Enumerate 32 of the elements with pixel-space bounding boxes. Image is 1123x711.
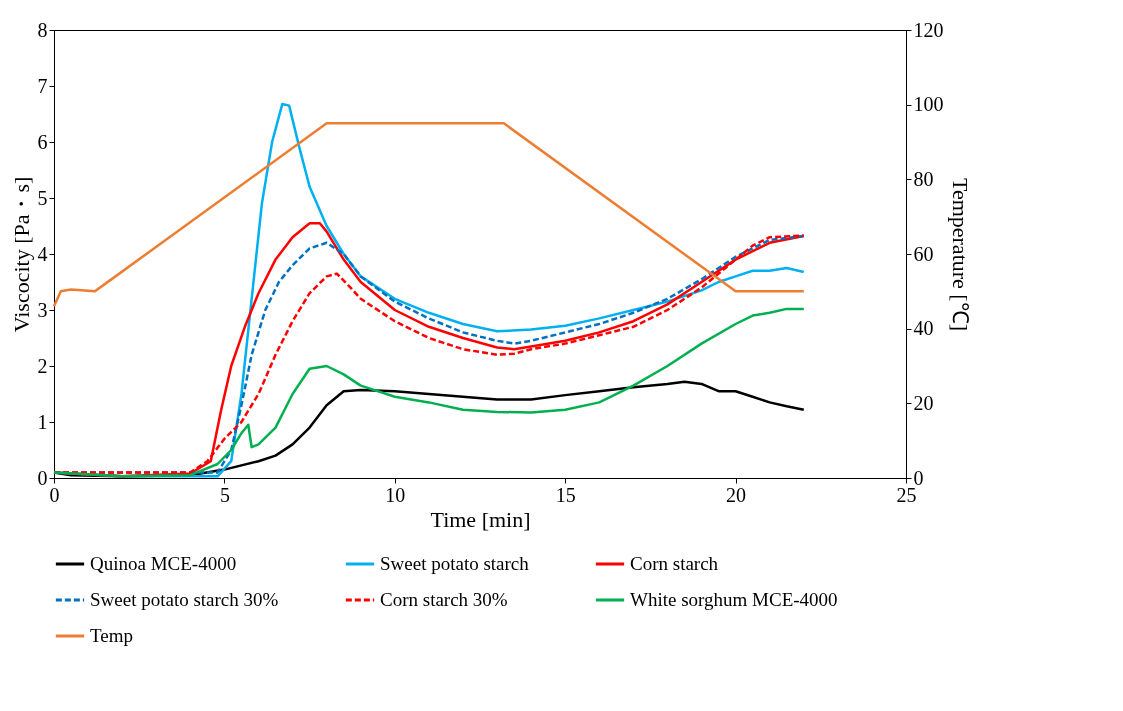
y-tick-label: 8	[37, 18, 48, 41]
legend-label: Sweet potato starch	[380, 553, 530, 574]
y2-tick-label: 120	[913, 18, 944, 41]
y2-axis-title: Temperature [℃]	[947, 178, 973, 331]
line-series	[52, 122, 806, 308]
y2-tick-label: 0	[913, 466, 924, 489]
y-tick-label: 7	[37, 74, 48, 97]
legend-label: Sweet potato starch 30%	[90, 589, 279, 610]
y2-tick-label: 40	[913, 317, 934, 340]
y-tick-label: 0	[37, 466, 48, 489]
legend-label: White sorghum MCE-4000	[630, 589, 838, 610]
y-tick-label: 2	[37, 354, 48, 377]
x-tick-label: 5	[219, 483, 230, 506]
y-axis-title: Viscocity [Pa・s]	[8, 176, 34, 333]
y2-tick-label: 80	[913, 167, 934, 190]
x-tick-label: 20	[726, 483, 747, 506]
legend-label: Temp	[90, 625, 133, 646]
legend-label: Corn starch 30%	[380, 589, 508, 610]
x-axis-title: Time [min]	[430, 506, 531, 532]
x-tick-label: 15	[555, 483, 576, 506]
y2-tick-label: 20	[913, 391, 934, 414]
y2-tick-label: 100	[913, 93, 944, 116]
line-series	[52, 307, 806, 478]
x-tick-label: 10	[385, 483, 406, 506]
y-tick-label: 5	[37, 186, 48, 209]
legend-label: Corn starch	[630, 553, 719, 574]
legend-label: Quinoa MCE-4000	[90, 553, 237, 574]
y2-tick-label: 60	[913, 242, 934, 265]
y-tick-label: 1	[37, 410, 48, 433]
y-tick-label: 4	[37, 242, 48, 265]
y-tick-label: 3	[37, 298, 48, 321]
y-tick-label: 6	[37, 130, 48, 153]
